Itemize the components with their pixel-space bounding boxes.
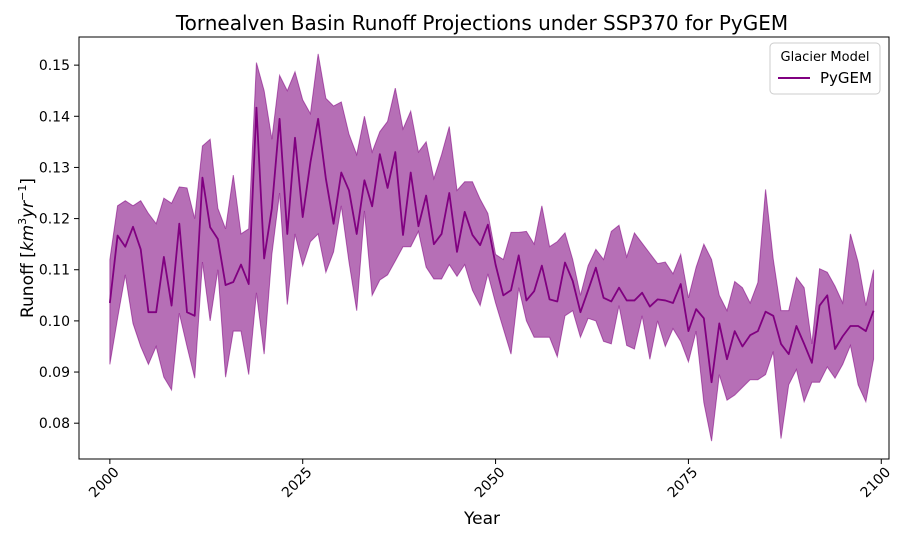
y-axis: 0.08 0.09 0.10 0.11 0.12 0.13 0.14 0.15 (39, 58, 79, 432)
y-tick-label: 0.12 (39, 212, 70, 228)
chart-title: Tornealven Basin Runoff Projections unde… (175, 11, 788, 35)
y-axis-label-unit2-sup: −1 (16, 185, 29, 201)
y-axis-label-unit: km (18, 225, 38, 251)
y-axis-label-unit-sup: 3 (16, 218, 29, 225)
y-axis-label-base: Runoff [ (18, 251, 38, 318)
x-axis: 2000 2025 2050 2075 2100 (86, 459, 894, 501)
x-tick-label: 2100 (858, 465, 895, 502)
y-tick-label: 0.15 (39, 58, 70, 74)
legend-box (769, 42, 881, 95)
x-tick-label: 2025 (279, 465, 316, 502)
y-tick-label: 0.11 (39, 263, 70, 279)
y-axis-label-unit2: yr (18, 200, 38, 219)
legend: Glacier Model PyGEM (769, 42, 881, 95)
y-tick-label: 0.08 (39, 416, 70, 432)
x-tick-label: 2075 (665, 465, 702, 502)
legend-label-pygem: PyGEM (820, 69, 872, 87)
x-tick-label: 2000 (86, 465, 123, 502)
x-tick-label: 2050 (472, 465, 509, 502)
axes-frame (78, 36, 890, 460)
y-axis-label-close: ] (18, 178, 38, 185)
x-axis-label: Year (463, 509, 500, 529)
series-line-pygem (108, 106, 875, 384)
y-tick-label: 0.14 (39, 109, 70, 125)
plot-area (78, 36, 890, 460)
y-tick-label: 0.09 (39, 365, 70, 381)
y-axis-label: Runoff [km3yr−1] (16, 178, 38, 318)
y-tick-label: 0.10 (39, 314, 70, 330)
y-tick-label: 0.13 (39, 160, 70, 176)
legend-title: Glacier Model (781, 50, 870, 65)
